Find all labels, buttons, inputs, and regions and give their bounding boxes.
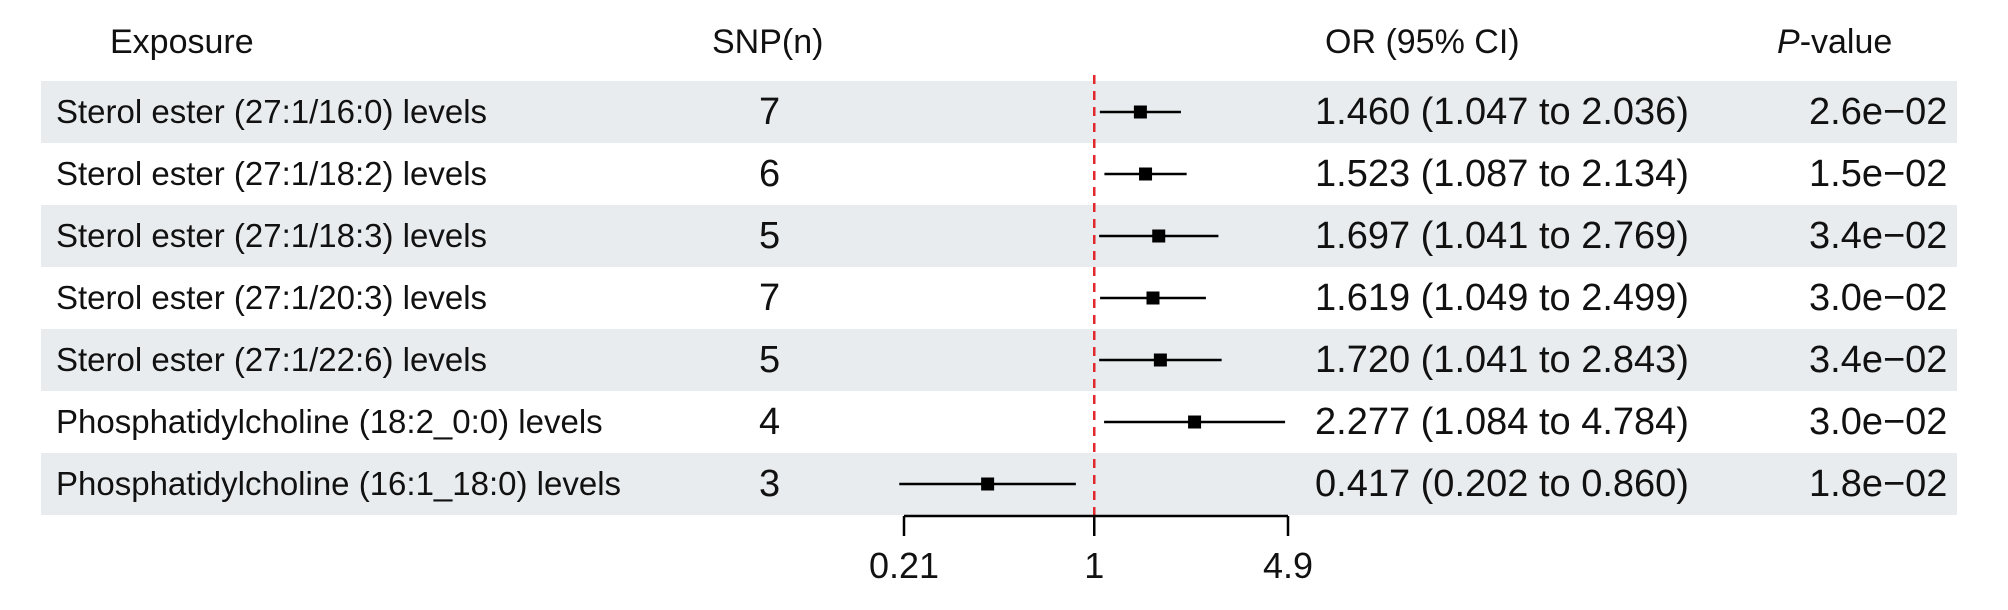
exposure-label: Phosphatidylcholine (16:1_18:0) levels xyxy=(56,465,622,502)
or-point xyxy=(1188,415,1202,429)
column-header-exposure: Exposure xyxy=(110,23,254,61)
or-point xyxy=(1153,353,1167,367)
table-row: Sterol ester (27:1/16:0) levels 7 1.460 … xyxy=(41,81,1957,143)
p-value: 2.6e−02 xyxy=(1809,91,1948,133)
snp-count: 7 xyxy=(759,91,781,133)
x-tick-label: 0.21 xyxy=(869,545,939,586)
or-point xyxy=(981,477,995,491)
snp-count: 6 xyxy=(759,153,781,195)
or-ci-value: 1.619 (1.049 to 2.499) xyxy=(1315,277,1689,319)
snp-count: 5 xyxy=(759,215,781,257)
exposure-label: Sterol ester (27:1/22:6) levels xyxy=(56,341,488,378)
table-row: Phosphatidylcholine (18:2_0:0) levels 4 … xyxy=(41,391,1957,453)
or-point xyxy=(1133,105,1147,119)
snp-count: 4 xyxy=(759,401,781,443)
p-suffix: -value xyxy=(1799,23,1893,61)
or-ci-value: 1.523 (1.087 to 2.134) xyxy=(1315,153,1689,195)
or-ci-value: 0.417 (0.202 to 0.860) xyxy=(1315,463,1689,505)
p-value: 3.0e−02 xyxy=(1809,401,1948,443)
or-ci-value: 1.697 (1.041 to 2.769) xyxy=(1315,215,1689,257)
or-ci-value: 2.277 (1.084 to 4.784) xyxy=(1315,401,1689,443)
or-ci-value: 1.720 (1.041 to 2.843) xyxy=(1315,339,1689,381)
or-point xyxy=(1152,229,1166,243)
exposure-label: Phosphatidylcholine (18:2_0:0) levels xyxy=(56,403,603,440)
exposure-label: Sterol ester (27:1/16:0) levels xyxy=(56,93,488,130)
column-header-p-value: P-value xyxy=(1777,18,1892,66)
p-italic: P xyxy=(1777,23,1800,61)
p-value: 1.5e−02 xyxy=(1809,153,1948,195)
table-row: Sterol ester (27:1/22:6) levels 5 1.720 … xyxy=(41,329,1957,391)
p-value: 3.4e−02 xyxy=(1809,339,1948,381)
table-row: Sterol ester (27:1/18:3) levels 5 1.697 … xyxy=(41,205,1957,267)
snp-count: 3 xyxy=(759,463,781,505)
exposure-label: Sterol ester (27:1/18:2) levels xyxy=(56,155,488,192)
p-value: 3.0e−02 xyxy=(1809,277,1948,319)
column-header-snp: SNP(n) xyxy=(712,23,824,61)
or-point xyxy=(1146,291,1160,305)
exposure-label: Sterol ester (27:1/20:3) levels xyxy=(56,279,488,316)
table-row: Sterol ester (27:1/20:3) levels 7 1.619 … xyxy=(41,267,1957,329)
p-value: 1.8e−02 xyxy=(1809,463,1948,505)
x-tick-label: 1 xyxy=(1084,545,1104,586)
exposure-label: Sterol ester (27:1/18:3) levels xyxy=(56,217,488,254)
x-tick-label: 4.9 xyxy=(1263,545,1313,586)
snp-count: 5 xyxy=(759,339,781,381)
column-header-or-ci: OR (95% CI) xyxy=(1325,23,1520,61)
or-point xyxy=(1139,167,1153,181)
table-row: Sterol ester (27:1/18:2) levels 6 1.523 … xyxy=(41,143,1957,205)
or-ci-value: 1.460 (1.047 to 2.036) xyxy=(1315,91,1689,133)
p-value: 3.4e−02 xyxy=(1809,215,1948,257)
snp-count: 7 xyxy=(759,277,781,319)
